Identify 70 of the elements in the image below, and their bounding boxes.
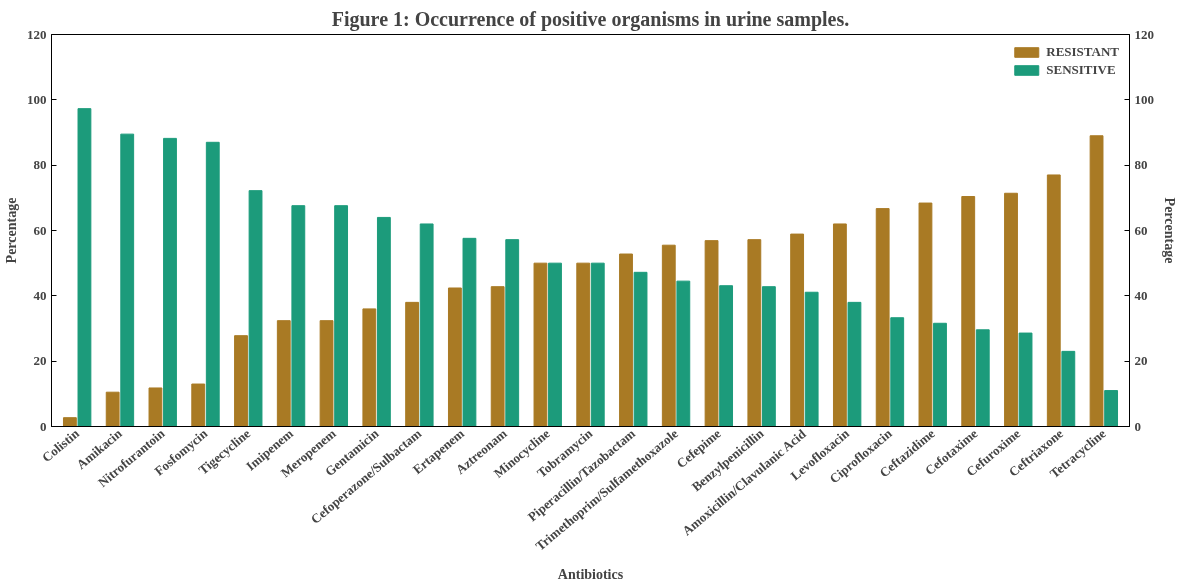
bar: [590, 262, 605, 427]
y2-tick-label: 0: [1134, 418, 1141, 434]
bar: [248, 190, 263, 427]
bar: [1061, 350, 1076, 427]
bar: [633, 271, 648, 427]
bar: [832, 223, 847, 427]
y-tick-label: 80: [33, 157, 47, 173]
bar: [447, 287, 462, 427]
chart-title: Figure 1: Occurrence of positive organisms in urine samples.: [331, 7, 850, 31]
bar: [362, 308, 377, 427]
bar: [576, 262, 591, 427]
y-tick-label: 120: [27, 26, 47, 42]
bar: [120, 133, 135, 427]
x-axis-title: Antibiotics: [557, 567, 624, 583]
bar: [790, 233, 805, 427]
bar: [234, 335, 248, 427]
bar: [676, 280, 691, 427]
bar: [205, 141, 220, 427]
bar: [490, 286, 505, 427]
y-tick-label: 60: [33, 222, 47, 238]
bar: [1104, 390, 1119, 427]
bar: [105, 391, 120, 427]
bar: [1004, 192, 1018, 427]
bar: [890, 317, 905, 427]
bar: [163, 137, 177, 427]
bar: [661, 244, 676, 427]
y-tick-label: 40: [33, 287, 47, 303]
y2-tick-label: 100: [1134, 91, 1154, 107]
bar: [148, 387, 163, 427]
bar: [419, 223, 434, 427]
bar: [619, 253, 633, 427]
bar: [975, 329, 990, 427]
y2-tick-label: 80: [1134, 157, 1148, 173]
bar: [533, 262, 548, 427]
bar: [548, 262, 562, 427]
bar: [918, 202, 933, 427]
y-tick-label: 0: [40, 418, 47, 434]
bar: [505, 239, 520, 427]
y2-tick-label: 20: [1134, 353, 1148, 369]
bar: [376, 216, 391, 427]
y2-axis-title: Percentage: [1162, 197, 1177, 264]
bar: [747, 239, 762, 427]
bar: [405, 301, 420, 427]
y-tick-label: 20: [33, 353, 47, 369]
bar: [1018, 332, 1033, 427]
bar: [719, 285, 734, 427]
bar: [1089, 135, 1104, 427]
bar: [1046, 174, 1061, 427]
y2-tick-label: 40: [1134, 287, 1148, 303]
bar: [933, 322, 947, 427]
bar: [291, 205, 306, 427]
bar: [319, 320, 334, 427]
y2-tick-label: 60: [1134, 222, 1148, 238]
bar: [276, 320, 291, 427]
y-axis-title: Percentage: [4, 197, 19, 264]
bar: [704, 240, 719, 427]
bar: [804, 291, 819, 427]
bar: [191, 383, 206, 427]
bar: [961, 196, 976, 427]
bar: [875, 208, 890, 427]
legend-label: RESISTANT: [1046, 44, 1119, 60]
bar: [77, 108, 92, 427]
bar: [62, 417, 77, 427]
legend-label: SENSITIVE: [1046, 62, 1116, 78]
bar: [761, 286, 776, 427]
bar: [462, 237, 477, 427]
bar: [334, 205, 349, 427]
y2-tick-label: 120: [1134, 26, 1154, 42]
y-tick-label: 100: [27, 91, 47, 107]
bar: [847, 301, 862, 427]
